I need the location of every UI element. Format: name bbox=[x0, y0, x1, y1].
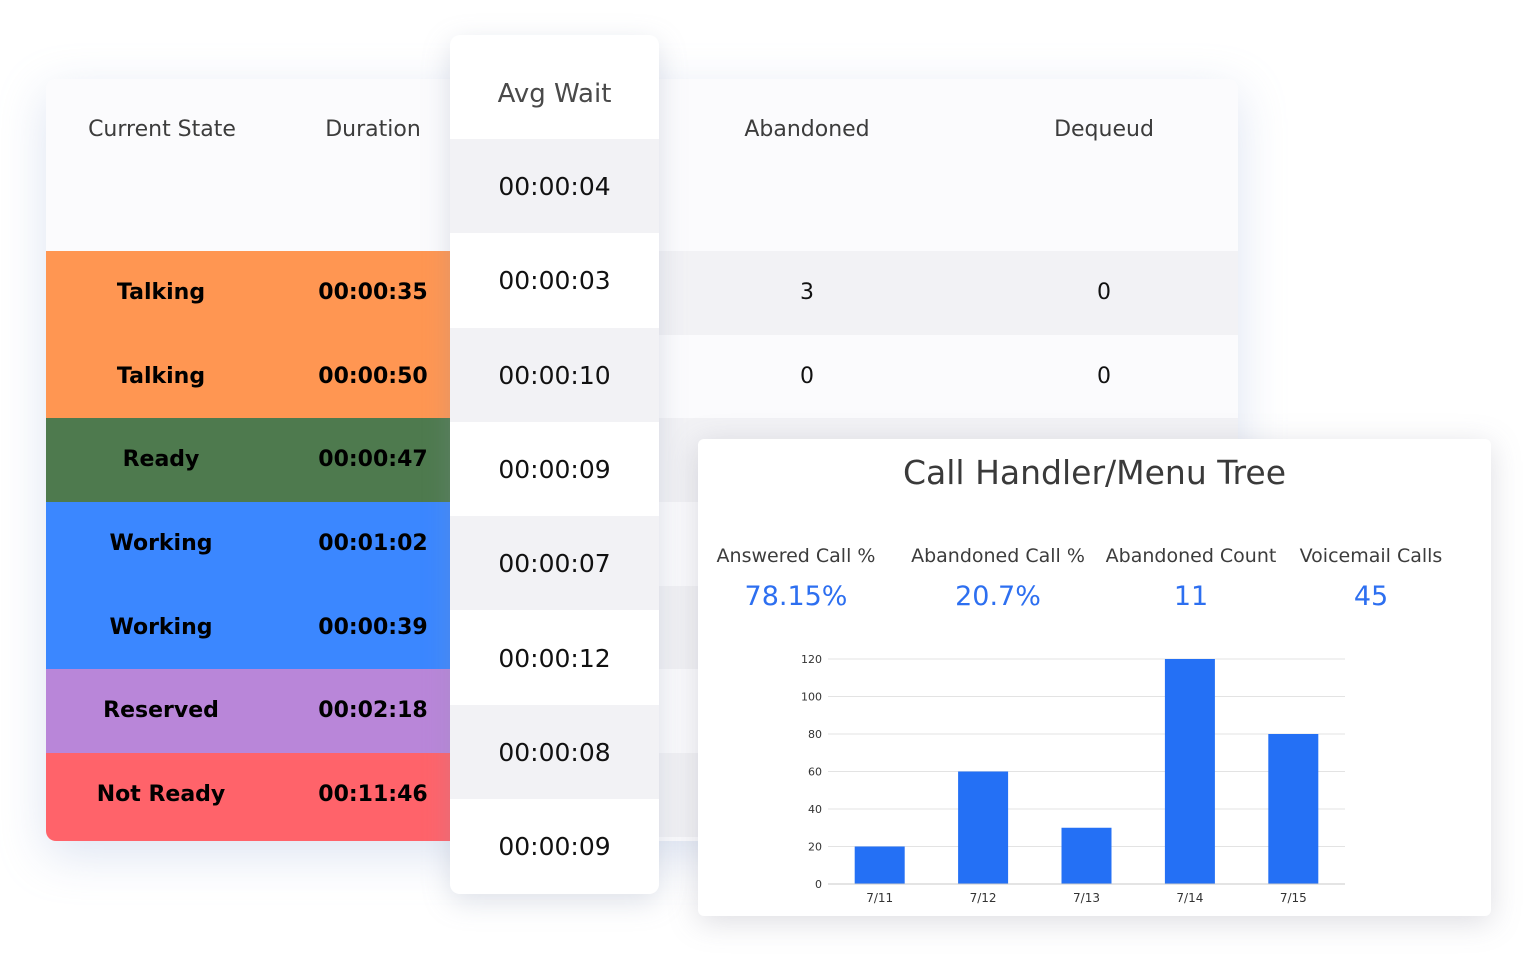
state-cell: Not Ready bbox=[96, 782, 226, 808]
duration-cell: 00:11:46 bbox=[318, 782, 428, 808]
metric-label: Voicemail Calls bbox=[1299, 545, 1443, 567]
x-tick-label: 7/14 bbox=[1176, 891, 1203, 905]
metric-label: Abandoned Call % bbox=[911, 545, 1085, 567]
avg-wait-cell: 00:00:10 bbox=[450, 327, 659, 422]
y-tick-label: 0 bbox=[815, 878, 822, 891]
metric-label: Abandoned Count bbox=[1105, 545, 1277, 567]
state-cell: Working bbox=[109, 614, 213, 640]
metric-value: 78.15% bbox=[744, 581, 848, 612]
metric-answered-percent: Answered Call % 78.15% bbox=[701, 545, 891, 612]
abandoned-cell: 0 bbox=[800, 363, 814, 389]
table-row: Talking 00:00:35 bbox=[46, 251, 450, 335]
header-current-state: Current State bbox=[88, 117, 236, 142]
avg-wait-column: Avg Wait 00:00:04 00:00:03 00:00:10 00:00:0… bbox=[450, 35, 659, 894]
duration-cell: 00:00:35 bbox=[318, 280, 428, 305]
table-row: Reserved 00:02:18 bbox=[46, 669, 450, 754]
y-tick-label: 100 bbox=[801, 691, 822, 704]
header-abandoned: Abandoned bbox=[744, 117, 870, 142]
bar bbox=[1268, 734, 1319, 884]
avg-wait-cell: 00:00:09 bbox=[450, 421, 659, 517]
metric-label: Answered Call % bbox=[716, 545, 876, 567]
bar bbox=[1164, 659, 1215, 884]
header-duration: Duration bbox=[325, 117, 421, 142]
dequeud-cell: 0 bbox=[1097, 363, 1111, 389]
avg-wait-cell: 00:00:03 bbox=[450, 233, 659, 328]
table-row: Talking 00:00:50 bbox=[46, 334, 450, 419]
abandoned-cell: 3 bbox=[800, 280, 814, 305]
avg-wait-cell: 00:00:09 bbox=[450, 799, 659, 894]
y-tick-label: 20 bbox=[808, 841, 822, 854]
table-row: Not Ready 00:11:46 bbox=[46, 753, 450, 837]
avg-wait-cell: 00:00:04 bbox=[450, 139, 659, 234]
metric-abandoned-percent: Abandoned Call % 20.7% bbox=[903, 545, 1093, 612]
y-tick-label: 80 bbox=[808, 728, 822, 741]
panel-title: Call Handler/Menu Tree bbox=[903, 453, 1286, 492]
duration-cell: 00:00:39 bbox=[318, 614, 428, 640]
duration-cell: 00:00:47 bbox=[318, 447, 428, 473]
avg-wait-cell: 00:00:12 bbox=[450, 610, 659, 705]
metric-value: 20.7% bbox=[955, 581, 1041, 612]
state-cell: Talking bbox=[116, 280, 206, 305]
calls-bar-chart: 0 20 40 60 80 100 120 7/11 7/12 7/13 7/14 7/15 bbox=[801, 653, 1345, 905]
state-cell: Reserved bbox=[103, 698, 219, 724]
metric-abandoned-count: Abandoned Count 11 bbox=[1096, 545, 1286, 612]
table-row: Working 00:00:39 bbox=[46, 585, 450, 670]
call-handler-panel: Call Handler/Menu Tree Answered Call % 7… bbox=[698, 439, 1491, 916]
y-tick-label: 60 bbox=[808, 766, 822, 779]
table-row: Working 00:01:02 bbox=[46, 502, 450, 586]
state-cell: Working bbox=[109, 531, 213, 557]
state-cell: Not Ready bbox=[46, 837, 276, 841]
metric-voicemail-calls: Voicemail Calls 45 bbox=[1276, 545, 1466, 612]
header-dequeud: Dequeud bbox=[1054, 117, 1154, 142]
duration-cell: 00:02:18 bbox=[318, 698, 428, 724]
metric-value: 45 bbox=[1353, 581, 1389, 612]
duration-cell: 00:00:50 bbox=[318, 363, 428, 389]
x-tick-label: 7/13 bbox=[1073, 891, 1100, 905]
x-tick-label: 7/15 bbox=[1280, 891, 1307, 905]
state-cell: Ready bbox=[122, 447, 200, 473]
dequeud-cell: 0 bbox=[1097, 280, 1111, 305]
avg-wait-header: Avg Wait bbox=[497, 79, 612, 109]
avg-wait-cell: 00:00:07 bbox=[450, 516, 659, 611]
duration-cell: 00:23:09 bbox=[278, 837, 468, 841]
x-tick-label: 7/11 bbox=[866, 891, 893, 905]
y-tick-label: 120 bbox=[801, 653, 822, 666]
bar bbox=[854, 846, 905, 884]
metric-value: 11 bbox=[1173, 581, 1209, 612]
bar bbox=[1061, 827, 1112, 884]
y-tick-label: 40 bbox=[808, 803, 822, 816]
table-row: Ready 00:00:47 bbox=[46, 418, 450, 503]
x-tick-label: 7/12 bbox=[970, 891, 997, 905]
bar bbox=[958, 771, 1009, 884]
duration-cell: 00:01:02 bbox=[318, 531, 428, 557]
state-cell: Talking bbox=[116, 363, 206, 389]
avg-wait-cell: 00:00:08 bbox=[450, 704, 659, 800]
agent-state-rows: Talking 00:00:35 Talking 00:00:50 Ready 00:00… bbox=[46, 251, 450, 841]
